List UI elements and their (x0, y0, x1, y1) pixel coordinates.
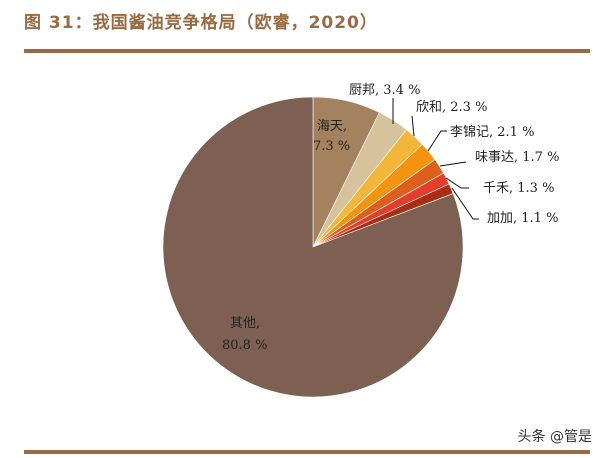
label-other-value: 80.8 % (222, 338, 267, 353)
label-haitian-value: 7.3 % (313, 139, 350, 154)
figure-title: 图 31：我国酱油竞争格局（欧睿，2020） (24, 13, 378, 33)
pie-slices (162, 96, 464, 398)
label-qianhe: 千禾, 1.3 % (483, 181, 554, 196)
label-lijinji: 李锦记, 2.1 % (450, 125, 534, 140)
bottom-rule (24, 450, 590, 454)
label-chuban: 厨邦, 3.4 % (349, 83, 420, 98)
label-jiajia: 加加, 1.1 % (487, 211, 558, 226)
label-xinhe: 欣和, 2.3 % (416, 100, 487, 115)
watermark: 头条 @管是 (517, 429, 592, 445)
leader-qianhe (445, 177, 469, 189)
leader-lijinji (427, 130, 447, 152)
title-underline (24, 49, 590, 53)
label-weishida: 味事达, 1.7 % (475, 150, 559, 165)
data-labels: 海天, 7.3 % 厨邦, 3.4 % 欣和, 2.3 % 李锦记, 2.1 %… (222, 83, 559, 353)
leader-jiajia (451, 187, 479, 220)
pie-slice-7 (162, 96, 464, 398)
label-other-name: 其他, (230, 316, 260, 331)
leader-weishida (439, 161, 467, 167)
leader-lines (392, 98, 479, 220)
label-haitian-name: 海天, (317, 119, 347, 134)
leader-xinhe (411, 115, 415, 137)
